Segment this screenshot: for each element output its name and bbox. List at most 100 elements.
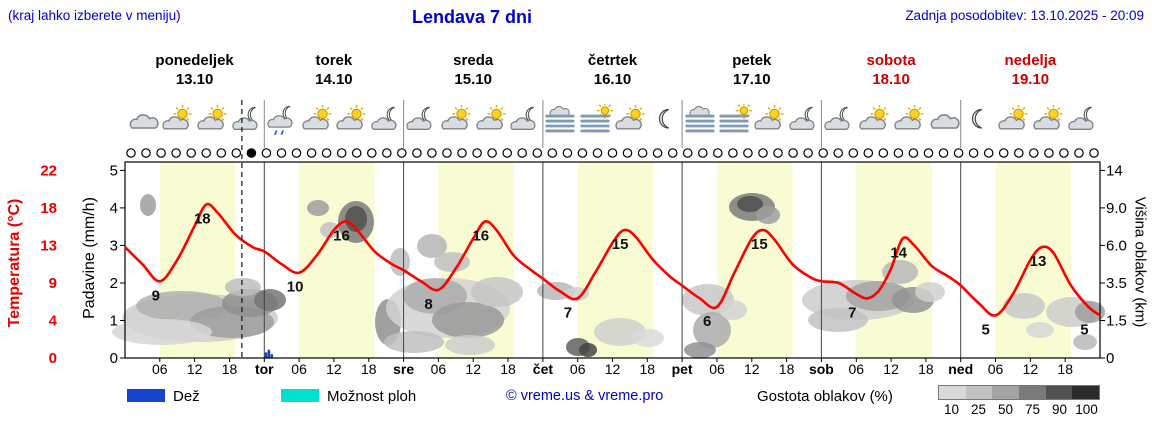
svg-text:4: 4 xyxy=(49,313,58,330)
svg-text:pet: pet xyxy=(672,361,693,377)
density-step-25 xyxy=(965,386,993,399)
moon-cloud-icon xyxy=(402,104,440,137)
moon-cloud-icon xyxy=(506,104,544,137)
day-date: 17.10 xyxy=(733,71,771,88)
day-name: torek xyxy=(315,52,353,69)
svg-text:13: 13 xyxy=(40,237,57,254)
fog-icon xyxy=(681,104,719,137)
moon-cloud-icon xyxy=(1064,104,1102,137)
svg-text:5: 5 xyxy=(982,321,990,338)
svg-text:8: 8 xyxy=(424,296,432,313)
cloud-density-scale-labels: 10 25 50 75 90 100 xyxy=(938,402,1100,417)
svg-text:12: 12 xyxy=(1023,361,1039,377)
svg-text:0: 0 xyxy=(110,350,118,367)
svg-text:18: 18 xyxy=(640,361,656,377)
svg-text:4: 4 xyxy=(110,200,118,217)
day-name: sreda xyxy=(453,52,494,69)
day-date: 13.10 xyxy=(175,71,214,88)
day-boundary-lines xyxy=(263,100,962,358)
svg-text:12: 12 xyxy=(465,361,481,377)
showers-legend-swatch xyxy=(281,389,319,402)
moon-icon xyxy=(959,104,997,137)
svg-text:5: 5 xyxy=(1080,321,1088,338)
svg-text:3: 3 xyxy=(110,237,118,254)
svg-text:12: 12 xyxy=(326,361,342,377)
rain-legend-label: Dež xyxy=(173,388,200,405)
svg-text:15: 15 xyxy=(751,236,768,253)
fog-icon xyxy=(541,104,579,137)
svg-text:15: 15 xyxy=(612,236,629,253)
day-name: nedelja xyxy=(1004,52,1057,69)
svg-text:9.0: 9.0 xyxy=(1106,200,1127,217)
svg-text:9: 9 xyxy=(152,287,160,304)
density-tick-label: 50 xyxy=(997,402,1014,417)
cloud-height-tick-labels: 14 9.0 6.0 3.5 1.5 0 xyxy=(1106,162,1127,367)
menu-hint: (kraj lahko izberete v meniju) xyxy=(8,8,181,23)
temperature-point-labels: 9 18 10 16 8 16 7 15 6 15 7 14 5 13 5 xyxy=(152,211,1089,339)
sun-cloud-icon xyxy=(158,104,196,137)
rain-bars xyxy=(264,349,274,358)
sun-cloud-icon xyxy=(1029,104,1067,137)
density-tick-label: 100 xyxy=(1075,402,1098,417)
day-header-2: torek 14.10 xyxy=(315,51,353,89)
svg-text:06: 06 xyxy=(570,361,586,377)
fog-sun-icon xyxy=(576,102,614,137)
sun-cloud-icon xyxy=(855,104,893,137)
svg-text:sob: sob xyxy=(809,361,834,377)
day-header-3: sreda 15.10 xyxy=(453,51,493,89)
svg-text:18: 18 xyxy=(779,361,795,377)
density-step-90 xyxy=(1045,386,1073,399)
x-axis-ticks xyxy=(159,358,1066,362)
svg-text:6.0: 6.0 xyxy=(1106,237,1127,254)
sun-cloud-icon xyxy=(611,104,649,137)
svg-text:18: 18 xyxy=(194,211,211,228)
density-tick-label: 75 xyxy=(1024,402,1041,417)
cloud-icon xyxy=(924,104,962,137)
moon-cloud-icon xyxy=(228,104,266,137)
svg-text:06: 06 xyxy=(152,361,168,377)
day-name: četrtek xyxy=(587,52,638,69)
svg-text:18: 18 xyxy=(40,200,57,217)
moon-cloud-icon xyxy=(785,104,823,137)
svg-text:ned: ned xyxy=(948,361,973,377)
svg-text:18: 18 xyxy=(222,361,238,377)
density-tick-label: 25 xyxy=(970,402,987,417)
day-date: 15.10 xyxy=(454,71,492,88)
last-updated: Zadnja posodobitev: 13.10.2025 - 20:09 xyxy=(905,8,1144,23)
sun-cloud-icon xyxy=(437,104,475,137)
density-step-100 xyxy=(1072,386,1100,399)
svg-text:12: 12 xyxy=(883,361,899,377)
svg-text:18: 18 xyxy=(500,361,516,377)
sun-cloud-icon xyxy=(472,104,510,137)
svg-text:18: 18 xyxy=(361,361,377,377)
copyright-link[interactable]: © vreme.us & vreme.pro xyxy=(506,388,664,404)
svg-text:9: 9 xyxy=(49,275,57,292)
svg-text:1.5: 1.5 xyxy=(1106,313,1127,330)
cloud-density-blobs xyxy=(112,193,1105,358)
day-date: 14.10 xyxy=(315,71,353,88)
svg-text:5: 5 xyxy=(110,162,118,179)
svg-text:06: 06 xyxy=(849,361,865,377)
cloud-density-legend-title: Gostota oblakov (%) xyxy=(757,388,893,405)
svg-text:12: 12 xyxy=(187,361,203,377)
density-tick-label: 90 xyxy=(1051,402,1068,417)
density-tick-label: 10 xyxy=(943,402,960,417)
svg-text:12: 12 xyxy=(605,361,621,377)
svg-text:6: 6 xyxy=(703,313,711,330)
temperature-curve xyxy=(124,202,1101,317)
day-header-4: četrtek 16.10 xyxy=(588,51,637,89)
svg-text:18: 18 xyxy=(918,361,934,377)
sun-cloud-icon xyxy=(994,104,1032,137)
svg-text:14: 14 xyxy=(1106,162,1123,179)
svg-text:13: 13 xyxy=(1030,253,1047,270)
day-date: 18.10 xyxy=(872,71,910,88)
day-name: sobota xyxy=(866,52,916,69)
precip-type-markers xyxy=(126,148,1099,158)
showers-legend-label: Možnost ploh xyxy=(327,388,417,405)
svg-text:06: 06 xyxy=(709,361,725,377)
moon-icon xyxy=(646,104,684,137)
svg-text:06: 06 xyxy=(291,361,307,377)
density-step-10 xyxy=(939,386,966,399)
